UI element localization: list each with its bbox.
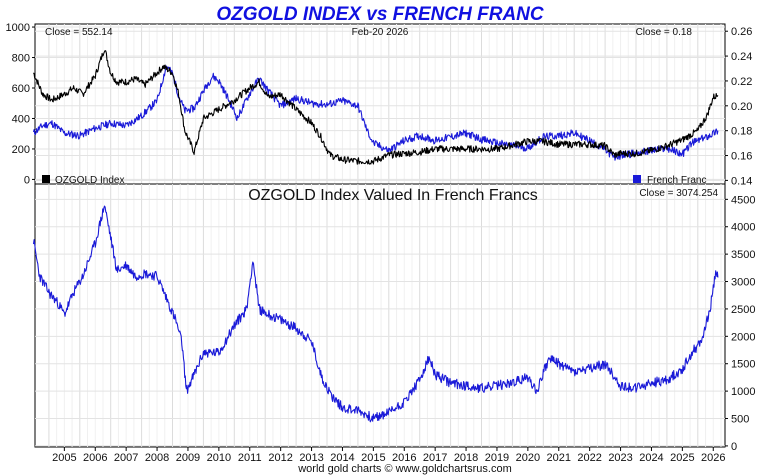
tick-label: 4500 bbox=[731, 194, 755, 206]
x-tick-label: 2012 bbox=[268, 452, 292, 464]
x-tick-label: 2011 bbox=[238, 452, 262, 464]
ozgold-in-francs-line bbox=[32, 205, 719, 423]
x-tick-label: 2022 bbox=[577, 452, 601, 464]
bottom-series-group bbox=[32, 205, 719, 423]
tick-label: 0.18 bbox=[731, 126, 752, 138]
legend-ozgold-swatch bbox=[42, 175, 50, 183]
x-axis: 2005 2006 2007 2008 2009 2010 2011 2012 2013 2014… bbox=[52, 447, 726, 464]
tick-label: 2000 bbox=[731, 331, 755, 343]
x-tick-label: 2024 bbox=[639, 452, 663, 464]
bottom-panel-frame bbox=[34, 183, 726, 448]
french-franc-line bbox=[32, 65, 719, 161]
legend-ozgold-label: OZGOLD Index bbox=[55, 175, 124, 186]
tick-label: 2500 bbox=[731, 304, 755, 316]
close-bottom-label: Close = 3074.254 bbox=[639, 188, 718, 199]
tick-label: 0.14 bbox=[731, 175, 752, 187]
top-series-group bbox=[32, 50, 719, 165]
x-tick-label: 2017 bbox=[423, 452, 447, 464]
tick-label: 0.22 bbox=[731, 76, 752, 88]
top-left-axis: 0 200 400 600 800 1000 bbox=[6, 22, 35, 186]
tick-label: 400 bbox=[12, 113, 30, 125]
x-tick-label: 2016 bbox=[392, 452, 416, 464]
x-tick-label: 2009 bbox=[176, 452, 200, 464]
tick-label: 1000 bbox=[731, 386, 755, 398]
legend-franc-swatch bbox=[633, 175, 641, 183]
top-right-axis: 0.14 0.16 0.18 0.20 0.22 0.24 0.26 bbox=[725, 26, 752, 187]
chart-title: OZGOLD INDEX vs FRENCH FRANC bbox=[216, 4, 544, 25]
tick-label: 600 bbox=[12, 83, 30, 95]
tick-label: 500 bbox=[731, 414, 749, 426]
x-tick-label: 2008 bbox=[145, 452, 169, 464]
x-tick-label: 2018 bbox=[454, 452, 478, 464]
bottom-right-axis: 0 500 1000 1500 2000 2500 3000 3500 4000 4500 bbox=[725, 194, 755, 453]
legend-franc-label: French Franc bbox=[647, 175, 706, 186]
x-tick-label: 2010 bbox=[207, 452, 231, 464]
tick-label: 1500 bbox=[731, 359, 755, 371]
close-left-label: Close = 552.14 bbox=[45, 27, 113, 38]
x-tick-label: 2013 bbox=[299, 452, 323, 464]
x-tick-label: 2020 bbox=[516, 452, 540, 464]
date-label: Feb-20 2026 bbox=[352, 27, 409, 38]
tick-label: 200 bbox=[12, 144, 30, 156]
x-tick-label: 2006 bbox=[83, 452, 107, 464]
tick-label: 4000 bbox=[731, 222, 755, 234]
tick-label: 0 bbox=[24, 174, 30, 186]
x-tick-label: 2021 bbox=[547, 452, 571, 464]
tick-label: 0.16 bbox=[731, 151, 752, 163]
tick-label: 3500 bbox=[731, 249, 755, 261]
close-right-label: Close = 0.18 bbox=[636, 27, 693, 38]
x-tick-label: 2025 bbox=[670, 452, 694, 464]
tick-label: 1000 bbox=[6, 22, 30, 34]
tick-label: 0 bbox=[731, 441, 737, 453]
tick-label: 0.24 bbox=[731, 51, 752, 63]
ozgold-index-line bbox=[33, 50, 719, 165]
tick-label: 3000 bbox=[731, 277, 755, 289]
x-tick-label: 2005 bbox=[52, 452, 76, 464]
bottom-panel-grid bbox=[35, 184, 725, 447]
credit-line: world gold charts © www.goldchartsrus.co… bbox=[297, 463, 512, 475]
tick-label: 0.20 bbox=[731, 101, 752, 113]
x-tick-label: 2015 bbox=[361, 452, 385, 464]
x-tick-label: 2007 bbox=[114, 452, 138, 464]
x-tick-label: 2023 bbox=[608, 452, 632, 464]
x-tick-label: 2014 bbox=[330, 452, 354, 464]
x-tick-label: 2026 bbox=[701, 452, 725, 464]
x-tick-label: 2019 bbox=[485, 452, 509, 464]
tick-label: 800 bbox=[12, 53, 30, 65]
bottom-title: OZGOLD Index Valued In French Francs bbox=[248, 187, 538, 204]
tick-label: 0.26 bbox=[731, 26, 752, 38]
